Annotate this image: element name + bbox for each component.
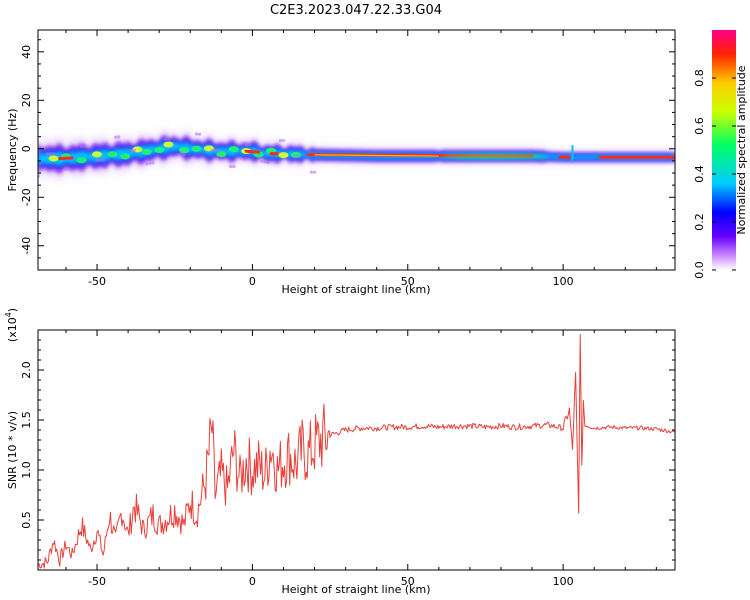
- heatmap-y-tick-label: 40: [20, 45, 33, 59]
- heatmap-speckle: [64, 167, 68, 171]
- colorbar-gradient: [712, 30, 736, 270]
- heatmap-speckle: [232, 164, 236, 169]
- heatmap-panel: -50 0 50 100 -40 -20 0 20 40 Height of straight…: [6, 29, 676, 296]
- heatmap-y-tick-label: -40: [20, 237, 33, 255]
- heatmap-speckle: [260, 159, 264, 163]
- heatmap-speckle: [210, 148, 214, 153]
- snr-x-tick-label: -50: [88, 575, 106, 588]
- heatmap-x-axis-label: Height of straight line (km): [281, 283, 430, 296]
- heatmap-frame: [37, 29, 676, 271]
- colorbar-label: Normalized spectral amplitude: [735, 65, 748, 234]
- snr-scale-note: (x104): [4, 308, 19, 342]
- snr-y-axis-label: SNR (10 * v/v): [6, 411, 19, 489]
- heatmap-blob: [120, 153, 131, 160]
- heatmap-speckle: [67, 167, 71, 171]
- heatmap-speckle: [51, 152, 56, 156]
- heatmap-blob: [191, 145, 202, 152]
- snr-x-ticks: -50 0 50 100: [65, 330, 657, 588]
- colorbar: 0.0 0.2 0.4 0.6 0.8 Normalized spectral ampl…: [693, 30, 748, 279]
- heatmap-speckle: [247, 143, 251, 147]
- heatmap-speckle: [213, 149, 217, 153]
- heatmap-speckle: [166, 137, 171, 141]
- heatmap-speckle: [95, 158, 99, 163]
- snr-panel: -50 0 50 100 0.5 1.0 1.5 2.0 Height of straigh…: [4, 308, 676, 596]
- heatmap-y-tick-label: 0: [20, 145, 33, 152]
- heatmap-speckle: [309, 170, 314, 174]
- heatmap-blob: [163, 141, 174, 148]
- heatmap-green-region: [441, 153, 548, 160]
- heatmap-speckle: [216, 149, 220, 153]
- heatmap-speckle: [182, 152, 186, 156]
- heatmap-speckle: [281, 138, 286, 143]
- heatmap-y-ticks: -40 -20 0 20 40: [20, 39, 675, 259]
- heatmap-band: [38, 128, 675, 184]
- heatmap-speckle: [229, 164, 233, 169]
- colorbar-ticks: 0.0 0.2 0.4 0.6 0.8: [693, 69, 736, 279]
- heatmap-y-tick-label: -20: [20, 188, 33, 206]
- heatmap-speckle: [114, 135, 118, 139]
- heatmap-speckle: [129, 149, 133, 153]
- heatmap-speckle: [83, 144, 87, 148]
- svg-text:(x104): (x104): [4, 308, 19, 342]
- colorbar-tick-label: 0.2: [693, 213, 706, 231]
- heatmap-blob: [48, 155, 59, 162]
- colorbar-tick-label: 0.0: [693, 261, 706, 279]
- snr-x-tick-label: 50: [401, 575, 415, 588]
- heatmap-y-tick-label: 20: [20, 93, 33, 107]
- heatmap-speckle: [278, 138, 282, 143]
- snr-series-line: [38, 334, 675, 569]
- snr-x-tick-label: 0: [249, 575, 256, 588]
- heatmap-speckle: [263, 160, 267, 164]
- heatmap-x-ticks: -50 0 50 100: [65, 30, 657, 288]
- heatmap-speckle: [244, 143, 248, 147]
- heatmap-speckle: [163, 137, 167, 141]
- heatmap-speckle: [132, 148, 136, 153]
- heatmap-speckle: [266, 160, 270, 164]
- heatmap-blob: [107, 151, 118, 158]
- heatmap-x-tick-label: -50: [88, 275, 106, 288]
- heatmap-core: [244, 149, 261, 154]
- heatmap-speckle: [151, 161, 155, 165]
- snr-y-tick-label: 0.5: [20, 511, 33, 529]
- heatmap-speckle: [148, 161, 152, 165]
- heatmap-speckle: [179, 152, 183, 156]
- heatmap-speckle: [79, 144, 84, 148]
- colorbar-tick-label: 0.8: [693, 69, 706, 87]
- heatmap-blob: [216, 151, 227, 158]
- figure-title: C2E3.2023.047.22.33.G04: [270, 3, 442, 18]
- heatmap-blob: [92, 151, 103, 158]
- heatmap-speckle: [297, 154, 301, 159]
- heatmap-blob: [228, 146, 239, 153]
- snr-y-tick-label: 1.5: [20, 411, 33, 429]
- heatmap-x-tick-label: 50: [401, 275, 415, 288]
- colorbar-tick-label: 0.4: [693, 165, 706, 183]
- heatmap-blob: [76, 157, 87, 164]
- heatmap-speckle: [294, 154, 298, 158]
- heatmap-speckle: [98, 158, 102, 162]
- heatmap-blob: [141, 148, 152, 155]
- heatmap-speckle: [197, 132, 202, 136]
- heatmap-core-fringe: [314, 154, 439, 157]
- heatmap-blob: [278, 152, 289, 159]
- heatmap-speckle: [145, 162, 149, 166]
- heatmap-blob: [179, 147, 190, 154]
- heatmap-x-tick-label: 0: [249, 275, 256, 288]
- heatmap-y-axis-label: Frequency (Hz): [6, 109, 19, 192]
- heatmap-speckle: [194, 132, 199, 136]
- heatmap-speckle: [312, 170, 317, 174]
- snr-x-tick-label: 100: [553, 575, 574, 588]
- colorbar-tick-label: 0.6: [693, 117, 706, 135]
- heatmap-speckle: [48, 152, 53, 156]
- heatmap-speckle: [101, 158, 105, 162]
- heatmap-speckle: [45, 152, 49, 156]
- heatmap-blob: [154, 147, 165, 154]
- snr-y-tick-label: 1.0: [20, 461, 33, 479]
- snr-x-axis-label: Height of straight line (km): [281, 583, 430, 596]
- heatmap-speckle: [117, 135, 121, 139]
- heatmap-x-tick-label: 100: [553, 275, 574, 288]
- snr-y-ticks: 0.5 1.0 1.5 2.0: [20, 339, 675, 561]
- snr-y-tick-label: 2.0: [20, 361, 33, 379]
